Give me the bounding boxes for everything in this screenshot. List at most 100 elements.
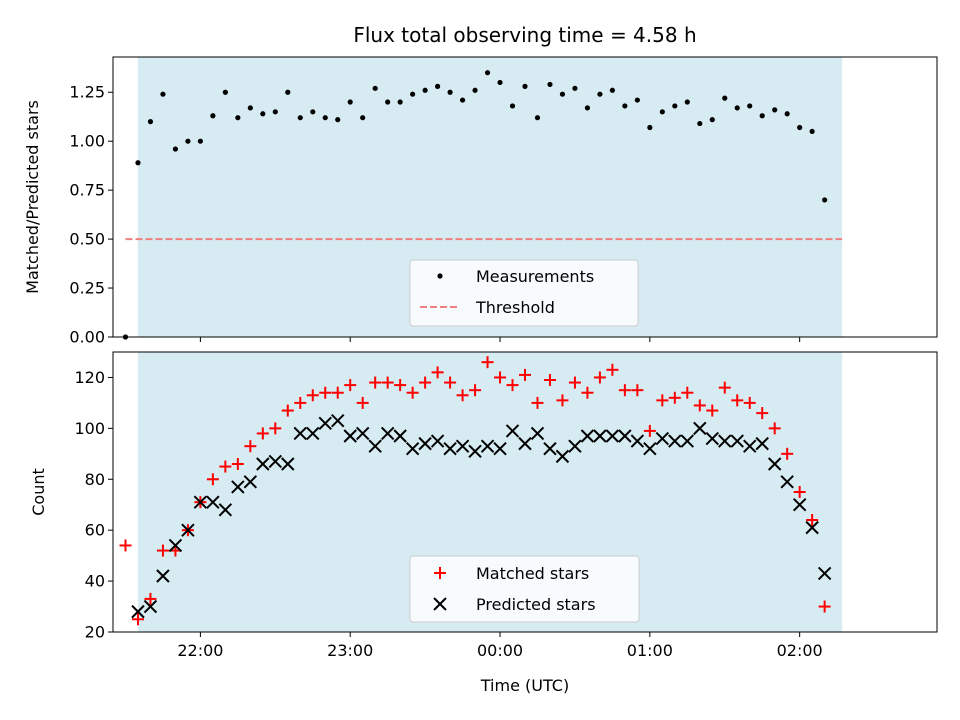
predicted-star-point [331, 414, 345, 428]
legend-predicted-marker [433, 597, 447, 611]
measurement-point [222, 89, 228, 95]
measurement-point [447, 89, 453, 95]
matched-star-point [419, 376, 432, 389]
matched-star-point [781, 447, 794, 460]
predicted-star-point [543, 442, 557, 456]
measurement-point [135, 160, 141, 166]
measurement-point [247, 105, 253, 111]
predicted-star-point [281, 457, 295, 471]
measurement-point [809, 128, 815, 135]
predicted-star-point [293, 426, 307, 441]
measurement-point [822, 197, 828, 203]
ratio-y-ticks: 0.00 0.25 0.50 0.75 1.00 1.25 [69, 83, 113, 347]
matched-star-point [131, 613, 144, 626]
predicted-star-point [405, 442, 420, 456]
matched-star-point [668, 391, 681, 404]
matched-star-point [456, 389, 469, 402]
matched-star-point [681, 386, 694, 399]
matched-star-point [556, 394, 569, 407]
y-tick-label: 0.00 [69, 328, 105, 347]
predicted-star-point [368, 439, 382, 453]
predicted-star-point [730, 434, 744, 448]
predicted-star-point [418, 436, 432, 451]
matched-star-point [381, 376, 394, 389]
predicted-star-point [131, 604, 145, 619]
predicted-star-point [380, 426, 395, 441]
predicted-star-point [630, 434, 645, 448]
measurement-point [559, 91, 566, 97]
y-tick-label: 0.50 [69, 230, 105, 249]
predicted-star-point [718, 434, 732, 448]
predicted-star-point [143, 599, 158, 614]
measurement-point [734, 105, 740, 111]
measurement-point [160, 91, 166, 97]
predicted-star-point [568, 439, 582, 453]
measurement-point [759, 113, 765, 119]
predicted-star-point [618, 429, 632, 443]
matched-star-point [768, 422, 781, 435]
matched-star-point [219, 460, 232, 473]
y-tick-label: 60 [85, 521, 105, 540]
matched-star-point [593, 371, 606, 384]
matched-star-point [231, 458, 244, 470]
predicted-star-point [393, 429, 407, 443]
ratio-y-axis-label: Matched/Predicted stars [23, 100, 42, 294]
y-tick-label: 1.00 [69, 132, 105, 151]
predicted-star-point [168, 538, 183, 553]
matched-star-point [643, 424, 656, 437]
matched-star-point [331, 386, 344, 399]
ratio-panel: 0.00 0.25 0.50 0.75 1.00 1.25 Flux total obse… [23, 23, 938, 347]
matched-star-point [506, 379, 519, 392]
predicted-star-point [455, 439, 470, 453]
ratio-legend-box [409, 259, 639, 327]
predicted-star-point [680, 434, 695, 448]
measurement-point [522, 83, 528, 89]
measurement-point [509, 103, 516, 109]
matched-star-point [306, 389, 319, 402]
measurement-point [310, 109, 316, 115]
measurement-point [622, 103, 628, 109]
measurement-point [797, 124, 803, 131]
count-x-ticks: 22:00 23:00 00:00 01:00 02:00 [177, 632, 823, 660]
predicted-star-point [231, 480, 245, 494]
measurement-point [335, 117, 341, 123]
measurement-point [597, 91, 603, 97]
predicted-star-point [805, 520, 819, 535]
count-x-axis-label: Time (UTC) [480, 676, 569, 695]
predicted-star-point [468, 444, 482, 458]
predicted-star-point [480, 439, 495, 453]
measurement-point [297, 115, 303, 121]
legend-threshold-label: Threshold [475, 298, 555, 317]
chart-title: Flux total observing time = 4.58 h [353, 23, 696, 47]
x-tick-label: 22:00 [177, 641, 223, 660]
matched-star-point [406, 386, 419, 399]
predicted-star-point [156, 569, 170, 583]
x-tick-label: 23:00 [327, 641, 373, 660]
matched-star-point [706, 404, 719, 417]
measurement-point [347, 99, 353, 105]
predicted-star-point [792, 498, 807, 512]
predicted-star-point [668, 434, 682, 448]
count-axes-frame [112, 351, 938, 633]
measurement-point [422, 87, 428, 93]
predicted-star-point [493, 442, 507, 456]
predicted-star-point [743, 439, 757, 453]
predicted-star-point [518, 436, 532, 451]
count-y-axis-label: Count [29, 468, 48, 516]
matched-star-point [344, 379, 357, 392]
measurement-point [410, 91, 416, 97]
measurement-point [322, 115, 328, 121]
matched-star-point [631, 384, 644, 397]
measurement-point [172, 146, 179, 152]
matched-star-point [531, 396, 544, 409]
matched-star-point [256, 427, 269, 440]
matched-star-point [693, 399, 706, 412]
x-tick-label: 02:00 [777, 641, 823, 660]
legend-measurements-label: Measurements [476, 267, 594, 286]
predicted-star-point [181, 523, 195, 537]
matched-star-point [793, 486, 806, 498]
measurement-point [372, 85, 378, 91]
measurement-point [634, 97, 640, 103]
count-legend-box [409, 555, 640, 623]
predicted-star-point [755, 436, 769, 451]
